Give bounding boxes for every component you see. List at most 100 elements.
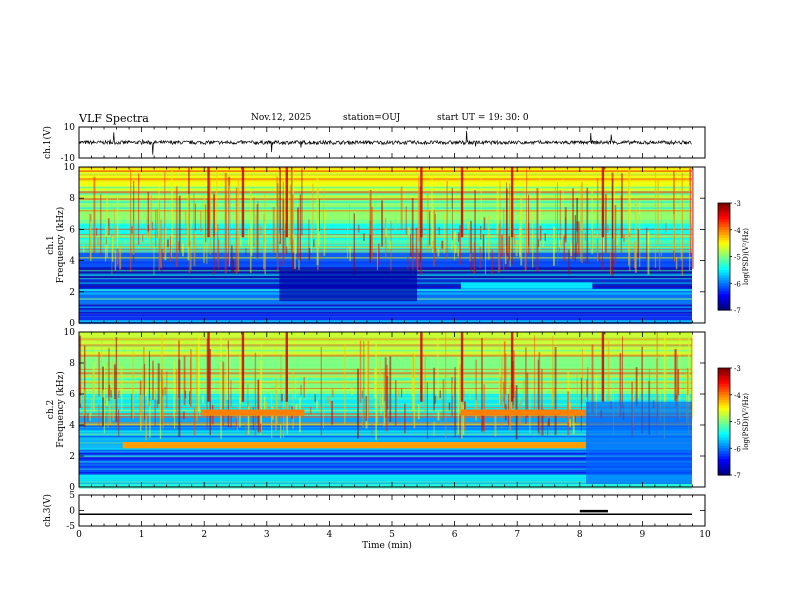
sferic-streak [554, 187, 557, 239]
colorbar-label: log(PSD)(V²/Hz) [742, 228, 750, 285]
sferic-streak [183, 355, 186, 406]
sferic-streak [487, 215, 490, 260]
sferic-streak [520, 198, 523, 266]
sferic-streak [90, 221, 92, 262]
sferic-streak [448, 402, 451, 411]
y-tick-label: -10 [61, 154, 76, 164]
sferic-streak [483, 384, 485, 433]
sferic-streak [194, 203, 196, 231]
start-time-label: start UT = 19: 30: 0 [437, 113, 529, 123]
tonal-line [79, 450, 692, 453]
burst-streak [601, 332, 605, 402]
sferic-streak [581, 348, 583, 404]
sferic-streak [228, 185, 230, 267]
sferic-streak [539, 175, 541, 250]
sferic-streak [673, 214, 675, 250]
burst-streak [207, 167, 210, 238]
colorbar-cell [718, 464, 730, 468]
sferic-streak [482, 413, 485, 431]
colorbar-cell [718, 237, 730, 242]
colorbar-cell [718, 445, 730, 449]
sferic-streak [365, 345, 368, 429]
tonal-line [79, 338, 692, 341]
sferic-streak [312, 183, 314, 239]
sferic-streak [574, 215, 577, 262]
colorbar-cell [718, 432, 730, 436]
sferic-streak [218, 239, 220, 270]
sferic-streak [202, 395, 205, 404]
sferic-streak [607, 224, 609, 233]
y-tick-label: 4 [69, 421, 75, 431]
burst-streak [460, 167, 464, 238]
sferic-streak [322, 391, 325, 429]
sferic-streak [384, 357, 387, 418]
sferic-streak [153, 245, 155, 276]
sferic-streak [604, 393, 606, 402]
colorbar-cell [718, 213, 730, 217]
colorbar-cell [718, 259, 730, 263]
colorbar-label: log(PSD)(V²/Hz) [742, 393, 750, 450]
sferic-streak [156, 400, 159, 409]
sferic-streak [147, 191, 150, 236]
sferic-streak [154, 390, 156, 426]
sferic-streak [282, 199, 285, 266]
sferic-streak [491, 250, 493, 275]
tonal-line [79, 430, 692, 433]
y-tick-label: 5 [69, 491, 75, 501]
sferic-streak [313, 239, 315, 248]
sferic-streak [132, 220, 135, 255]
sferic-streak [635, 367, 638, 406]
sferic-streak [217, 224, 219, 262]
sferic-streak [657, 178, 659, 244]
sferic-streak [235, 187, 238, 274]
tonal-line [79, 479, 692, 482]
sferic-streak [320, 346, 322, 436]
emission-band [460, 409, 587, 416]
sferic-streak [408, 227, 411, 236]
colorbar-cell [718, 386, 730, 390]
sferic-streak [484, 236, 486, 275]
sferic-streak [454, 245, 457, 253]
tonal-line [79, 468, 692, 470]
sferic-streak [434, 214, 436, 253]
sferic-streak [271, 393, 273, 439]
sferic-streak [290, 184, 292, 245]
colorbar-cell [718, 458, 730, 463]
colorbar-cell [718, 424, 730, 428]
colorbar-cell [718, 283, 730, 287]
colorbar-cell [718, 307, 730, 311]
sferic-streak [445, 332, 447, 439]
sferic-streak [98, 352, 100, 397]
sferic-streak [184, 211, 187, 235]
sferic-streak [265, 401, 268, 417]
sferic-streak [552, 388, 555, 397]
sferic-streak [120, 362, 123, 396]
sferic-streak [363, 341, 365, 428]
sferic-streak [433, 210, 436, 267]
tonal-line [79, 320, 692, 323]
sferic-streak [569, 419, 572, 427]
sferic-streak [144, 388, 147, 397]
sferic-streak [551, 385, 554, 407]
sferic-streak [431, 207, 434, 253]
sferic-streak [469, 392, 471, 400]
sferic-streak [148, 351, 150, 407]
sferic-streak [247, 383, 249, 408]
sferic-streak [203, 195, 205, 264]
sferic-streak [389, 241, 392, 250]
sferic-streak [515, 239, 518, 257]
sferic-streak [463, 389, 465, 398]
sferic-streak [96, 227, 98, 236]
sferic-streak [323, 188, 325, 242]
sferic-streak [105, 236, 108, 245]
sferic-streak [473, 242, 476, 274]
sferic-streak [255, 214, 257, 247]
sferic-streak [116, 248, 119, 267]
sferic-streak [439, 390, 441, 399]
sferic-streak [383, 411, 385, 427]
sferic-streak [658, 248, 661, 271]
sferic-streak [164, 386, 166, 395]
sferic-streak [462, 394, 464, 415]
sferic-streak [299, 194, 302, 261]
sferic-streak [371, 206, 373, 260]
